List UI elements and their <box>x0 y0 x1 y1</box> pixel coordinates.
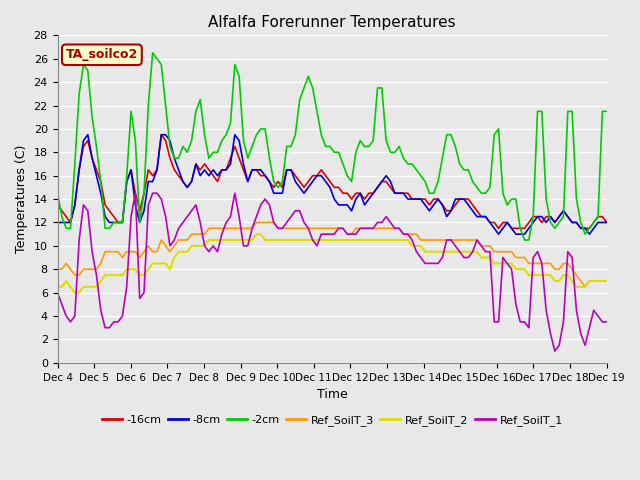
X-axis label: Time: Time <box>317 388 348 401</box>
Y-axis label: Temperatures (C): Temperatures (C) <box>15 145 28 253</box>
Title: Alfalfa Forerunner Temperatures: Alfalfa Forerunner Temperatures <box>208 15 456 30</box>
Legend: -16cm, -8cm, -2cm, Ref_SoilT_3, Ref_SoilT_2, Ref_SoilT_1: -16cm, -8cm, -2cm, Ref_SoilT_3, Ref_Soil… <box>97 411 567 431</box>
Text: TA_soilco2: TA_soilco2 <box>66 48 138 61</box>
